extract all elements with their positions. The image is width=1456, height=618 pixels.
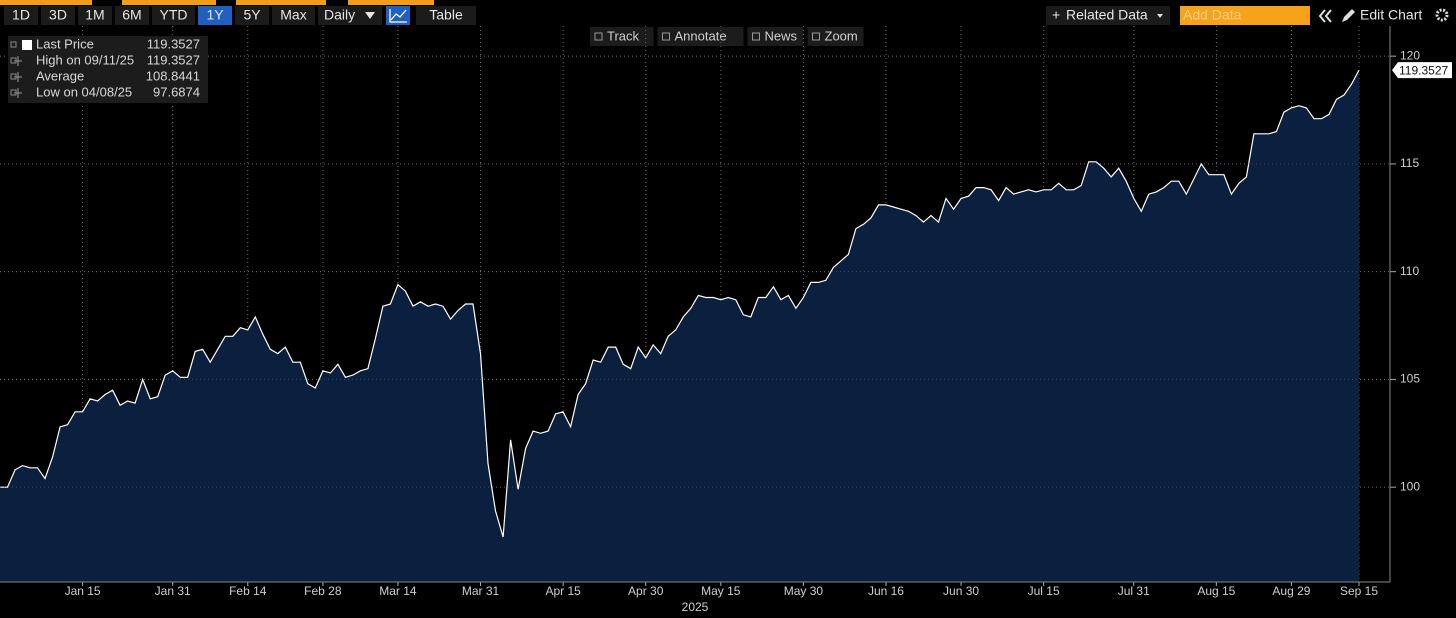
plus-icon: + — [1052, 7, 1060, 23]
chart-icon — [389, 9, 407, 23]
dropdown-arrow — [1157, 14, 1163, 18]
x-tick-label: May 30 — [784, 584, 824, 598]
tool-label: News — [765, 28, 798, 43]
x-tick-label: Jul 31 — [1118, 584, 1150, 598]
range-button[interactable] — [198, 6, 232, 25]
x-tick-label: Mar 31 — [462, 584, 500, 598]
field[interactable] — [236, 0, 326, 5]
last-price-label: 119.3527 — [1399, 63, 1448, 77]
legend-icon — [14, 72, 22, 82]
last-price-tag — [1392, 62, 1452, 79]
toolbar-right: + Related Data Add Data Edit Chart — [1046, 6, 1449, 25]
y-tick-label: 120 — [1400, 48, 1420, 62]
tool-label: Annotate — [675, 28, 727, 43]
tool-button[interactable] — [657, 27, 744, 46]
tool-icon — [812, 32, 820, 41]
add-data-placeholder: Add Data — [1183, 7, 1242, 23]
range-label: Max — [280, 7, 306, 23]
range-label: 1Y — [206, 7, 224, 23]
price-line — [0, 69, 1360, 538]
date-field[interactable] — [0, 0, 92, 5]
legend-box — [8, 36, 208, 103]
field[interactable] — [348, 0, 434, 5]
x-tick-label: Apr 30 — [628, 584, 664, 598]
range-label: YTD — [160, 7, 188, 23]
legend-swatch — [22, 40, 32, 50]
range-label: 6M — [122, 7, 141, 23]
x-tick-label: Jan 15 — [65, 584, 101, 598]
stat-value: 119.3527 — [147, 52, 200, 67]
range-button[interactable] — [41, 6, 75, 25]
x-tick-label: Sep 15 — [1340, 584, 1378, 598]
y-tick-label: 100 — [1400, 479, 1420, 493]
tool-icon — [662, 32, 670, 41]
range-label: 3D — [49, 7, 67, 23]
stat-label: High on 09/11/25 — [36, 52, 134, 67]
x-tick-label: Jun 16 — [868, 584, 904, 598]
range-label: 1M — [85, 7, 104, 23]
add-data-input[interactable] — [1180, 6, 1310, 25]
tool-label: Track — [607, 28, 640, 43]
tool-button[interactable] — [747, 27, 804, 46]
frequency-label: Daily — [324, 7, 355, 23]
y-tick-label: 115 — [1400, 156, 1419, 170]
plot: 100 105 110 115 120 Jan 15 Jan 31 Feb 14 Feb 28 M… — [0, 26, 1452, 614]
range-button[interactable] — [78, 6, 112, 25]
x-tick-label: Aug 29 — [1272, 584, 1310, 598]
x-tick-label: Mar 14 — [379, 584, 417, 598]
legend-icon — [14, 56, 22, 66]
edit-chart-label[interactable]: Edit Chart — [1360, 7, 1422, 23]
related-data-label: Related Data — [1066, 7, 1148, 23]
x-axis-label: 2025 — [682, 600, 709, 614]
tool-button[interactable] — [590, 27, 654, 46]
y-tick-label: 105 — [1400, 372, 1420, 386]
legend-expander — [10, 73, 17, 80]
chart-tools: Track Annotate News Zoom — [590, 27, 864, 46]
related-data-button[interactable] — [1046, 6, 1170, 25]
x-tick-label: Apr 15 — [545, 584, 581, 598]
range-button[interactable] — [272, 6, 315, 25]
x-tick-label: Feb 14 — [229, 584, 267, 598]
tool-label: Zoom — [825, 28, 858, 43]
y-tick-label: 110 — [1400, 264, 1419, 278]
range-button[interactable] — [115, 6, 149, 25]
stat-label: Average — [36, 68, 84, 83]
x-tick-label: May 15 — [701, 584, 741, 598]
table-button[interactable] — [416, 6, 476, 25]
stat-label: Low on 04/08/25 — [36, 84, 132, 99]
stat-value: 119.3527 — [147, 36, 200, 51]
legend-expander — [10, 57, 17, 64]
tool-icon — [752, 32, 760, 41]
stat-label: Last Price — [36, 36, 94, 51]
pencil-icon — [1342, 9, 1355, 22]
date-field[interactable] — [122, 0, 216, 5]
table-label: Table — [429, 7, 463, 23]
x-tick-label: Aug 15 — [1197, 584, 1235, 598]
frequency-button[interactable] — [318, 6, 382, 25]
x-tick-label: Jul 15 — [1028, 584, 1060, 598]
legend: Last Price 119.3527 High on 09/11/25 119.35… — [8, 36, 208, 103]
stat-value: 97.6874 — [153, 84, 200, 99]
area-fill — [0, 70, 1359, 582]
top-fragments — [0, 0, 434, 5]
dropdown-arrow — [365, 12, 375, 19]
toolbar: 1D 3D 1M 6M YTD 1Y 5Y Max Daily Table — [4, 6, 476, 25]
range-button[interactable] — [152, 6, 195, 25]
range-button[interactable] — [4, 6, 38, 25]
x-tick-label: Jun 30 — [943, 584, 979, 598]
settings-icon[interactable] — [1435, 8, 1449, 22]
legend-icon — [14, 88, 22, 98]
x-tick-label: Jan 31 — [155, 584, 191, 598]
range-label: 5Y — [243, 7, 261, 23]
tool-button[interactable] — [807, 27, 864, 46]
legend-expander — [10, 89, 17, 96]
x-tick-label: Feb 28 — [304, 584, 342, 598]
tool-icon — [594, 32, 603, 41]
collapse-icon[interactable] — [1318, 9, 1332, 23]
legend-expander — [10, 41, 17, 48]
range-label: 1D — [12, 7, 30, 23]
range-button[interactable] — [235, 6, 269, 25]
stat-value: 108.8441 — [146, 68, 200, 83]
